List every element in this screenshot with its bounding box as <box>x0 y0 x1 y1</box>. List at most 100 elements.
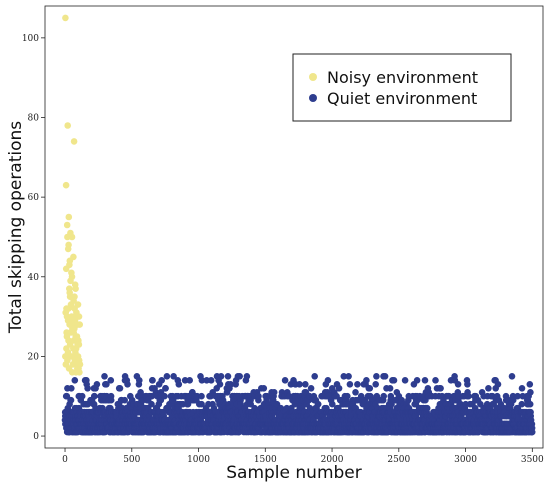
quiet-point <box>494 381 502 388</box>
quiet-point <box>526 400 534 408</box>
y-tick-label: 80 <box>28 113 40 123</box>
noisy-point <box>65 241 72 249</box>
quiet-point <box>198 392 205 400</box>
quiet-point <box>93 381 101 388</box>
quiet-point <box>175 381 183 388</box>
x-tick-label: 1000 <box>187 455 210 465</box>
quiet-point <box>121 396 128 404</box>
quiet-point <box>243 373 251 380</box>
legend-label-noisy: Noisy environment <box>327 68 478 87</box>
quiet-point <box>324 377 332 384</box>
quiet-point <box>373 373 380 380</box>
quiet-point <box>216 381 224 388</box>
quiet-point <box>302 381 309 388</box>
quiet-point <box>363 377 370 384</box>
quiet-point <box>198 377 206 384</box>
quiet-point <box>344 392 351 400</box>
quiet-point <box>158 377 165 384</box>
x-axis-title: Sample number <box>226 463 362 483</box>
y-tick-label: 40 <box>28 273 40 283</box>
quiet-point <box>227 381 234 388</box>
x-tick-label: 0 <box>62 455 68 465</box>
legend-marker-noisy <box>309 73 317 81</box>
quiet-point <box>281 377 289 384</box>
quiet-point <box>380 392 388 400</box>
quiet-point <box>346 381 354 388</box>
quiet-point <box>71 377 79 384</box>
quiet-point <box>526 381 534 388</box>
quiet-point <box>423 404 431 412</box>
quiet-point <box>163 373 171 380</box>
quiet-point <box>91 392 98 400</box>
quiet-point <box>527 389 534 396</box>
noisy-point <box>70 253 77 261</box>
noisy-point <box>62 181 70 189</box>
noisy-point <box>74 341 81 348</box>
quiet-point <box>170 373 177 380</box>
quiet-point <box>314 400 322 408</box>
noisy-point <box>65 213 73 221</box>
quiet-point <box>311 373 319 380</box>
y-tick-label: 20 <box>28 352 40 362</box>
noisy-point <box>66 261 73 269</box>
quiet-point <box>432 377 439 384</box>
quiet-point <box>181 377 189 384</box>
noisy-point <box>63 221 71 229</box>
quiet-point <box>124 381 131 388</box>
quiet-point <box>136 377 143 384</box>
noisy-point <box>68 273 76 281</box>
quiet-point <box>161 392 168 400</box>
noisy-point <box>75 357 83 364</box>
quiet-point <box>413 377 421 384</box>
quiet-point <box>270 389 278 396</box>
quiet-point <box>78 392 86 400</box>
quiet-point <box>465 392 472 400</box>
quiet-point <box>307 385 315 392</box>
quiet-point <box>518 400 526 408</box>
quiet-point <box>148 400 155 408</box>
legend-box <box>292 53 512 122</box>
noisy-point <box>74 301 82 308</box>
quiet-point <box>354 381 361 388</box>
legend-marker-quiet <box>309 94 317 102</box>
quiet-point <box>107 396 115 404</box>
x-tick-label: 2500 <box>387 455 410 465</box>
quiet-point <box>390 377 398 384</box>
quiet-point <box>352 389 359 396</box>
quiet-point <box>518 385 526 392</box>
quiet-point <box>528 428 536 436</box>
quiet-point <box>207 377 215 384</box>
y-tick-label: 100 <box>22 34 39 44</box>
quiet-point <box>68 385 75 392</box>
quiet-point <box>84 385 91 392</box>
y-tick-label: 60 <box>28 193 40 203</box>
quiet-point <box>464 381 471 388</box>
noisy-point <box>64 233 71 241</box>
noisy-point <box>63 305 70 312</box>
quiet-point <box>421 377 429 384</box>
quiet-point <box>372 381 380 388</box>
quiet-point <box>260 385 268 392</box>
quiet-point <box>217 373 225 380</box>
x-tick-label: 3500 <box>521 455 544 465</box>
noisy-point <box>75 365 82 372</box>
quiet-point <box>485 385 492 392</box>
legend: Noisy environment Quiet environment <box>292 53 512 122</box>
quiet-point <box>386 385 394 392</box>
quiet-point <box>255 392 262 400</box>
quiet-point <box>148 392 156 400</box>
quiet-point <box>101 373 108 380</box>
quiet-point <box>103 381 110 388</box>
quiet-point <box>107 377 115 384</box>
quiet-point <box>149 377 156 384</box>
noisy-point <box>64 317 72 324</box>
noisy-point <box>73 313 81 320</box>
x-tick-label: 3000 <box>454 455 477 465</box>
quiet-point <box>454 381 462 388</box>
quiet-point <box>345 373 352 380</box>
x-tick-label: 500 <box>123 455 140 465</box>
quiet-point <box>366 385 374 392</box>
y-axis-title: Total skipping operations <box>6 121 26 334</box>
quiet-point <box>401 377 409 384</box>
